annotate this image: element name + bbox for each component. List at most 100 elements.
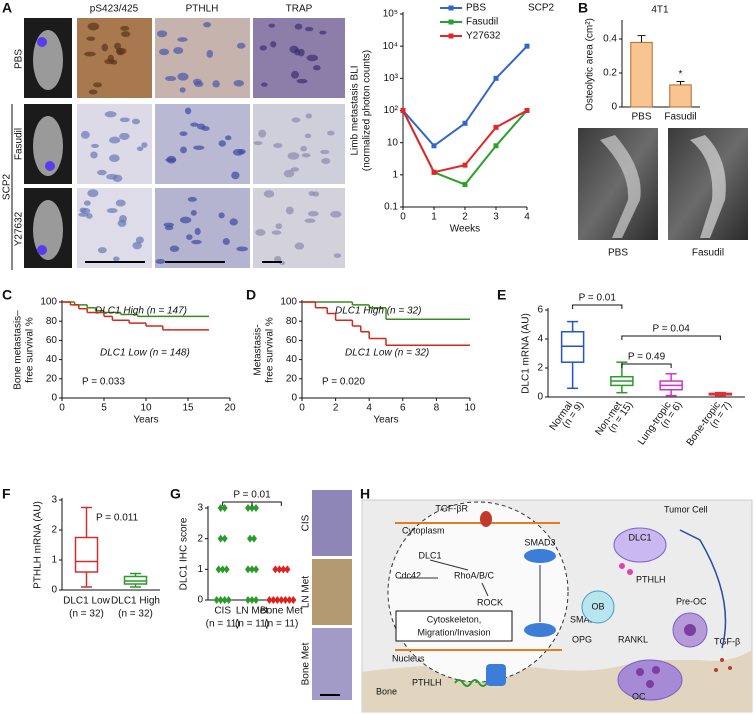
point <box>249 565 255 574</box>
point <box>245 596 251 604</box>
significance-bracket <box>222 501 282 506</box>
point <box>247 534 253 543</box>
y-tick-label: 6 <box>537 305 543 316</box>
nucleus <box>646 680 654 688</box>
nucleus <box>191 239 202 245</box>
nucleus <box>304 218 316 223</box>
nucleus <box>194 227 201 236</box>
y-tick-label: 2 <box>51 525 57 536</box>
point <box>215 565 222 574</box>
x-tick-note: (n = 11) <box>264 619 298 630</box>
y-axis-label: free survival % <box>25 317 36 383</box>
nucleus <box>101 43 109 52</box>
y-tick-label: 0 <box>291 393 297 404</box>
nucleus <box>330 210 342 218</box>
label: Cytoskeleton, <box>427 614 482 624</box>
label: SMAD3 <box>524 537 555 547</box>
chart-title: SCP2 <box>528 3 555 14</box>
y-tick-label: 100 <box>40 297 57 308</box>
nucleus <box>218 212 225 219</box>
legend-label: DLC1 Low (n = 148) <box>100 348 190 359</box>
group-label: SCP2 <box>2 174 13 201</box>
panel-label: H <box>360 486 370 502</box>
nucleus <box>283 169 295 178</box>
marker <box>462 182 468 188</box>
annotation: P = 0.01 <box>579 293 617 304</box>
label: RANKL <box>618 634 648 644</box>
nucleus <box>300 145 307 152</box>
nucleus <box>104 111 117 118</box>
annotation: P = 0.01 <box>233 490 271 501</box>
nucleus <box>112 174 123 182</box>
arrow <box>679 529 727 649</box>
bar <box>669 84 692 108</box>
nucleus <box>141 142 148 148</box>
y-tick-label: 80 <box>46 316 58 327</box>
panel-label: B <box>578 0 588 16</box>
label: OB <box>591 601 604 611</box>
y-tick-label: 80 <box>286 316 298 327</box>
significance-bracket <box>572 304 623 309</box>
nucleus <box>83 200 91 206</box>
label: SMAD4 <box>570 614 601 624</box>
marker <box>462 162 468 168</box>
ihc-image <box>312 490 352 556</box>
legend-marker <box>448 5 454 11</box>
legend-marker <box>448 19 454 25</box>
ihc-image <box>155 18 250 98</box>
y-tick-label: 1 <box>51 555 57 566</box>
nucleus <box>236 42 246 49</box>
bli-signal <box>45 161 55 171</box>
nucleus <box>115 47 127 55</box>
nucleus <box>255 229 266 236</box>
ihc-image <box>312 559 352 625</box>
nucleus <box>177 37 188 42</box>
nucleus <box>294 242 305 250</box>
nucleus <box>684 624 696 636</box>
panel-a-images: pS423/425 PTHLH TRAP SCP2 PBS Fasudil Y2… <box>2 4 313 270</box>
label: Pre-OC <box>676 596 707 606</box>
x-tick-label: 3 <box>493 212 499 223</box>
ihc-image <box>77 104 152 184</box>
x-tick-label: 2 <box>462 212 468 223</box>
nucleus <box>273 143 283 148</box>
y-tick-label: 0 <box>51 393 57 404</box>
nucleus <box>132 241 142 250</box>
legend-label: PBS <box>466 3 486 14</box>
point <box>249 504 255 512</box>
label: Tumor Cell <box>664 504 708 514</box>
point <box>221 596 228 604</box>
pthlh-dot <box>627 569 633 575</box>
y-tick-label: 0 <box>51 585 57 596</box>
nucleus <box>290 167 300 172</box>
nucleus <box>333 253 342 258</box>
nucleus <box>135 236 144 244</box>
point <box>266 596 273 604</box>
marker <box>462 120 468 126</box>
nucleus <box>236 246 248 252</box>
x-tick-label: 6 <box>400 403 406 414</box>
y-tick-label: 0 <box>537 392 543 403</box>
y-tick-label: 40 <box>286 354 298 365</box>
nucleus <box>312 65 321 71</box>
marker <box>524 108 530 113</box>
nucleus <box>193 145 205 150</box>
nucleus <box>291 70 300 79</box>
y-tick-label: 20 <box>46 373 58 384</box>
nucleus <box>222 238 230 245</box>
nucleus <box>120 31 131 38</box>
x-axis-label: Years <box>373 415 398 426</box>
y-tick-label: 10 <box>387 137 399 148</box>
nucleus <box>108 154 120 163</box>
significance-bracket <box>621 335 721 340</box>
nucleus <box>108 136 121 144</box>
nucleus <box>179 131 188 137</box>
tgfb-dot <box>728 666 732 670</box>
nucleus <box>186 234 193 241</box>
image-label: PBS <box>608 248 628 259</box>
x-tick-label: Fasudil <box>664 112 696 123</box>
nucleus <box>237 148 246 155</box>
osteoblast <box>581 590 615 624</box>
y-tick-label: 10⁵ <box>383 9 398 20</box>
x-tick-label: DLC1 Low <box>63 596 110 607</box>
